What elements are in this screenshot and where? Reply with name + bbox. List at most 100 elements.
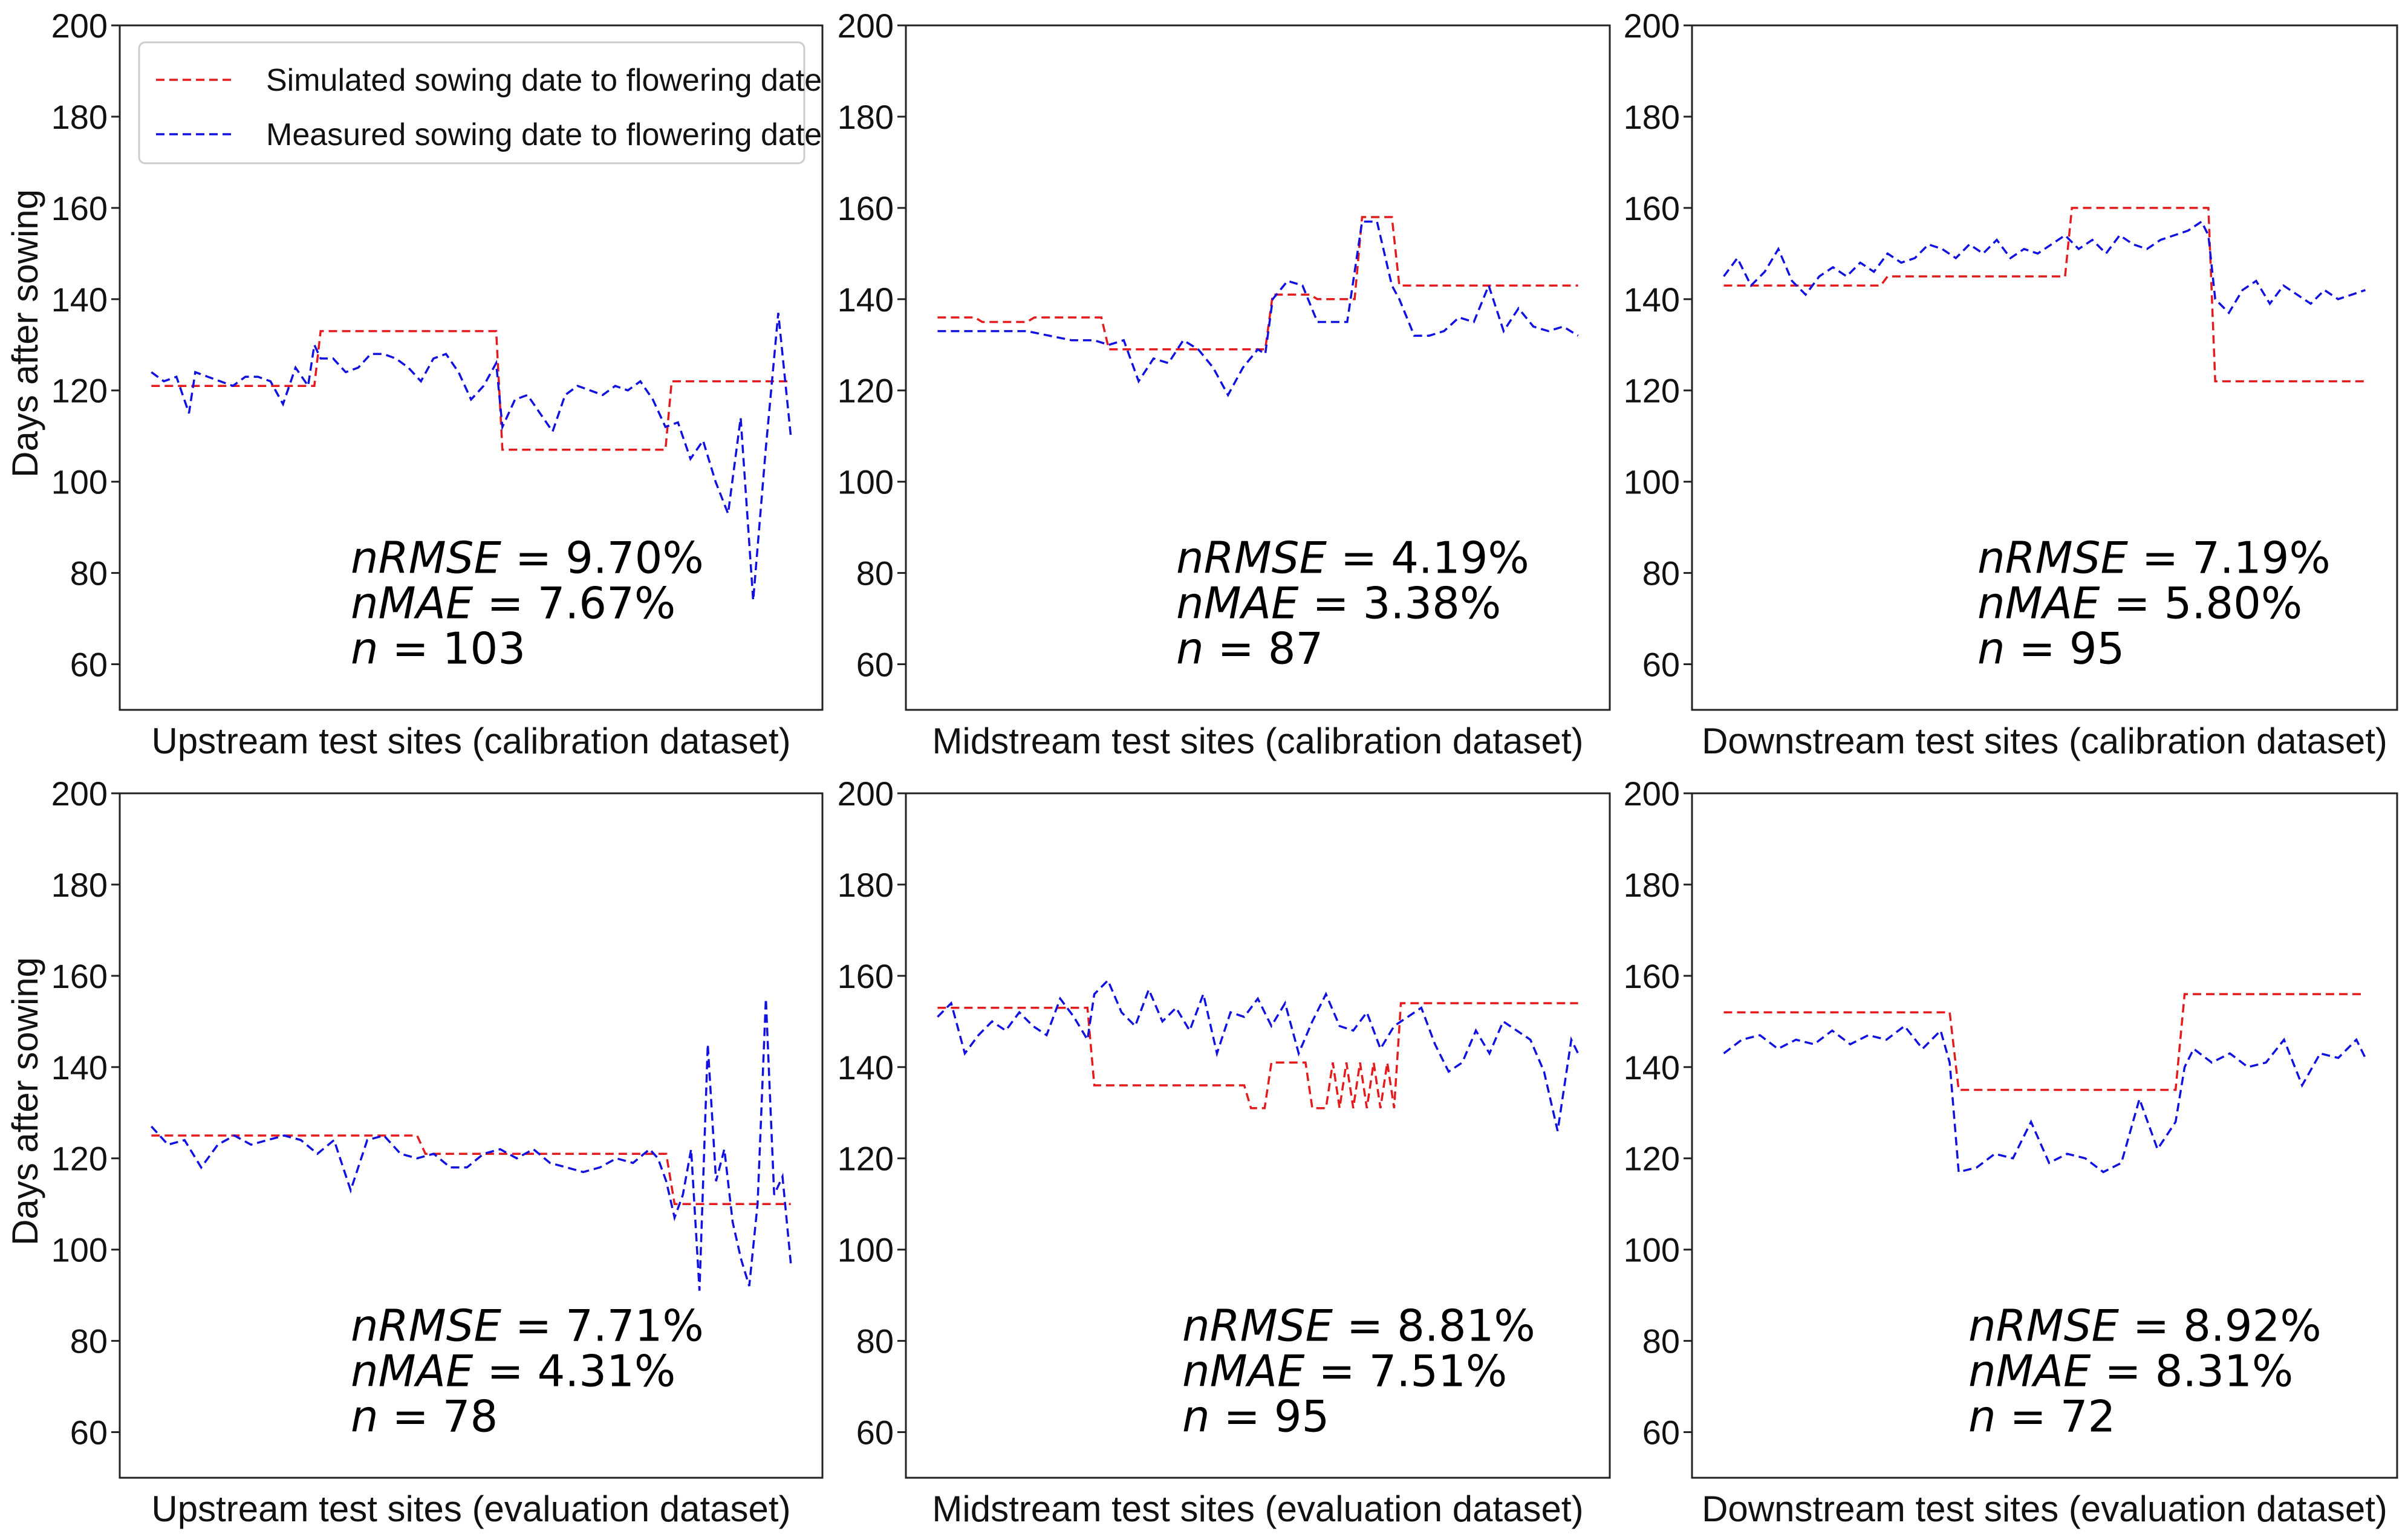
simulated-series-line: [151, 330, 791, 451]
stat-nmae: nMAE = 7.51%: [1182, 1346, 1507, 1397]
x-axis-label: Upstream test sites (calibration dataset…: [151, 721, 790, 761]
y-tick-label: 140: [51, 281, 108, 319]
y-tick-label: 160: [51, 957, 108, 995]
plot-frame: [119, 792, 824, 1479]
y-tick-label: 200: [838, 7, 894, 45]
y-tick-label: 80: [856, 554, 894, 593]
y-tick-label: 60: [856, 1414, 894, 1452]
y-tick-label: 100: [51, 1231, 108, 1269]
stat-nmae: nMAE = 3.38%: [1176, 578, 1501, 629]
chart-panel-4: 60 80 100 120 140 160 180 200 Days after sowing U…: [5, 775, 824, 1529]
measured-series-line: [937, 978, 1580, 1131]
y-tick-label: 60: [856, 646, 894, 684]
y-tick-label: 120: [51, 372, 108, 410]
measured-series-line: [1723, 219, 2366, 315]
y-tick-label: 180: [1624, 98, 1680, 136]
stat-nmae: nMAE = 5.80%: [1977, 578, 2302, 629]
x-axis-label: Downstream test sites (evaluation datase…: [1702, 1489, 2387, 1529]
simulated-series-line: [1723, 207, 2366, 383]
simulated-series-line: [151, 1134, 791, 1205]
y-tick-label: 180: [1624, 866, 1680, 904]
y-tick-label: 160: [1624, 189, 1680, 227]
y-tick-label: 120: [1624, 1140, 1680, 1178]
chart-panel-5: 60 80 100 120 140 160 180 200 Midstream test sit…: [838, 775, 1611, 1529]
stat-nmae: nMAE = 8.31%: [1968, 1346, 2293, 1397]
y-tick-label: 160: [838, 957, 894, 995]
y-tick-label: 60: [1642, 1414, 1680, 1452]
y-tick-label: 60: [1642, 646, 1680, 684]
y-tick-label: 180: [51, 98, 108, 136]
measured-series-line: [151, 313, 792, 601]
y-tick-label: 80: [1642, 554, 1680, 593]
measured-series-line: [937, 220, 1579, 397]
stat-nrmse: nRMSE = 7.19%: [1977, 533, 2331, 583]
y-tick-label: 100: [1624, 463, 1680, 501]
stat-nmae: nMAE = 4.31%: [351, 1346, 675, 1397]
y-tick-label: 60: [70, 646, 108, 684]
y-tick-label: 140: [1624, 281, 1680, 319]
chart-panel-3: 60 80 100 120 140 160 180 200 Downstream test si…: [1624, 7, 2398, 761]
stat-nrmse: nRMSE = 7.71%: [351, 1301, 704, 1351]
x-axis-label: Upstream test sites (evaluation dataset): [151, 1489, 790, 1529]
x-axis-label: Midstream test sites (evaluation dataset…: [932, 1489, 1583, 1529]
stat-nrmse: nRMSE = 8.81%: [1182, 1301, 1535, 1351]
stat-nrmse: nRMSE = 8.92%: [1968, 1301, 2322, 1351]
legend-simulated-label: Simulated sowing date to flowering date: [266, 63, 822, 98]
y-tick-label: 100: [1624, 1231, 1680, 1269]
y-tick-label: 120: [1624, 372, 1680, 410]
stat-n: n = 72: [1968, 1391, 2115, 1442]
y-tick-label: 200: [51, 775, 108, 813]
y-axis-title: Days after sowing: [5, 957, 45, 1246]
plot-frame: [1691, 792, 2398, 1479]
legend-measured-label: Measured sowing date to flowering date: [266, 117, 822, 152]
y-tick-label: 140: [838, 281, 894, 319]
chart-panel-2: 60 80 100 120 140 160 180 200 Midstream test sit…: [838, 7, 1611, 761]
plot-frame: [1691, 24, 2398, 711]
stat-nrmse: nRMSE = 4.19%: [1176, 533, 1529, 583]
simulated-series-line: [937, 1002, 1578, 1110]
measured-series-line: [1723, 1024, 2367, 1174]
y-tick-label: 80: [70, 554, 108, 593]
simulated-series-line: [937, 216, 1578, 351]
stat-nrmse: nRMSE = 9.70%: [351, 533, 704, 583]
chart-panel-1: 60 80 100 120 140 160 180 200 Days after sowing U…: [5, 7, 824, 761]
y-tick-label: 140: [838, 1048, 894, 1087]
y-tick-label: 100: [838, 1231, 894, 1269]
stat-n: n = 87: [1176, 623, 1323, 674]
y-tick-label: 80: [856, 1322, 894, 1360]
y-tick-label: 120: [51, 1140, 108, 1178]
y-tick-label: 120: [838, 372, 894, 410]
y-axis-title: Days after sowing: [5, 189, 45, 478]
y-tick-label: 100: [838, 463, 894, 501]
y-tick-label: 180: [51, 866, 108, 904]
y-tick-label: 200: [51, 7, 108, 45]
y-tick-label: 200: [1624, 7, 1680, 45]
y-tick-label: 100: [51, 463, 108, 501]
y-tick-label: 140: [51, 1048, 108, 1087]
legend-box: [138, 41, 805, 164]
stat-n: n = 78: [351, 1391, 498, 1442]
plot-frame: [905, 792, 1611, 1479]
measured-series-line: [151, 998, 792, 1291]
y-tick-label: 160: [1624, 957, 1680, 995]
y-tick-label: 80: [1642, 1322, 1680, 1360]
y-tick-label: 200: [1624, 775, 1680, 813]
y-tick-label: 180: [838, 98, 894, 136]
legend: Simulated sowing date to flowering date M…: [138, 41, 822, 164]
y-tick-label: 160: [51, 189, 108, 227]
stat-n: n = 103: [351, 623, 526, 674]
y-tick-label: 200: [838, 775, 894, 813]
y-tick-label: 120: [838, 1140, 894, 1178]
y-tick-label: 160: [838, 189, 894, 227]
chart-panel-6: 60 80 100 120 140 160 180 200 Downstream test si…: [1624, 775, 2398, 1529]
x-axis-label: Midstream test sites (calibration datase…: [932, 721, 1583, 761]
y-tick-label: 140: [1624, 1048, 1680, 1087]
x-axis-label: Downstream test sites (calibration datas…: [1702, 721, 2387, 761]
y-tick-label: 60: [70, 1414, 108, 1452]
y-tick-label: 80: [70, 1322, 108, 1360]
plot-frame: [119, 24, 824, 711]
stat-n: n = 95: [1182, 1391, 1329, 1442]
simulated-series-line: [1723, 993, 2366, 1091]
y-tick-label: 180: [838, 866, 894, 904]
